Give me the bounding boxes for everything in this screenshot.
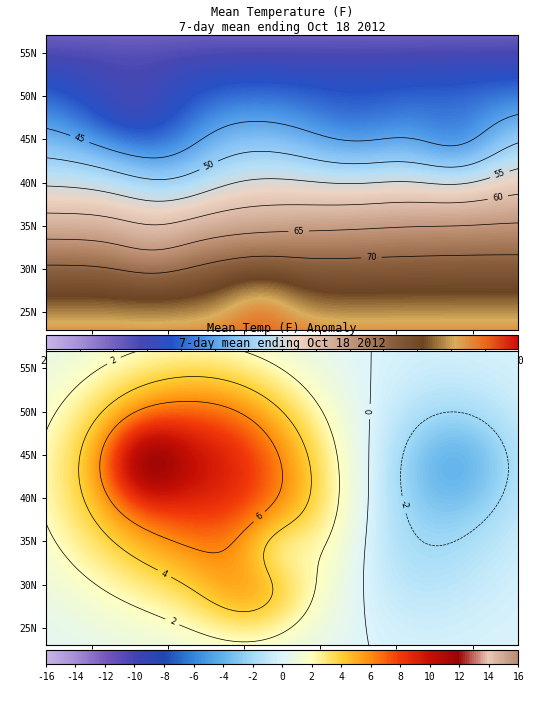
Text: -2: -2 [399,500,409,510]
Text: 2: 2 [110,355,118,366]
Text: 6: 6 [254,511,264,522]
Text: 70: 70 [366,253,377,262]
Text: 2: 2 [168,617,177,627]
Text: 0: 0 [366,409,374,414]
Title: Mean Temperature (F)
7-day mean ending Oct 18 2012: Mean Temperature (F) 7-day mean ending O… [179,6,386,34]
Text: 65: 65 [293,227,304,236]
Text: 60: 60 [492,192,504,203]
Text: 50: 50 [202,159,215,172]
Title: Mean Temp (F) Anomaly
7-day mean ending Oct 18 2012: Mean Temp (F) Anomaly 7-day mean ending … [179,322,386,350]
Text: 4: 4 [160,569,169,579]
Text: 55: 55 [494,169,507,180]
Text: 45: 45 [73,133,86,145]
